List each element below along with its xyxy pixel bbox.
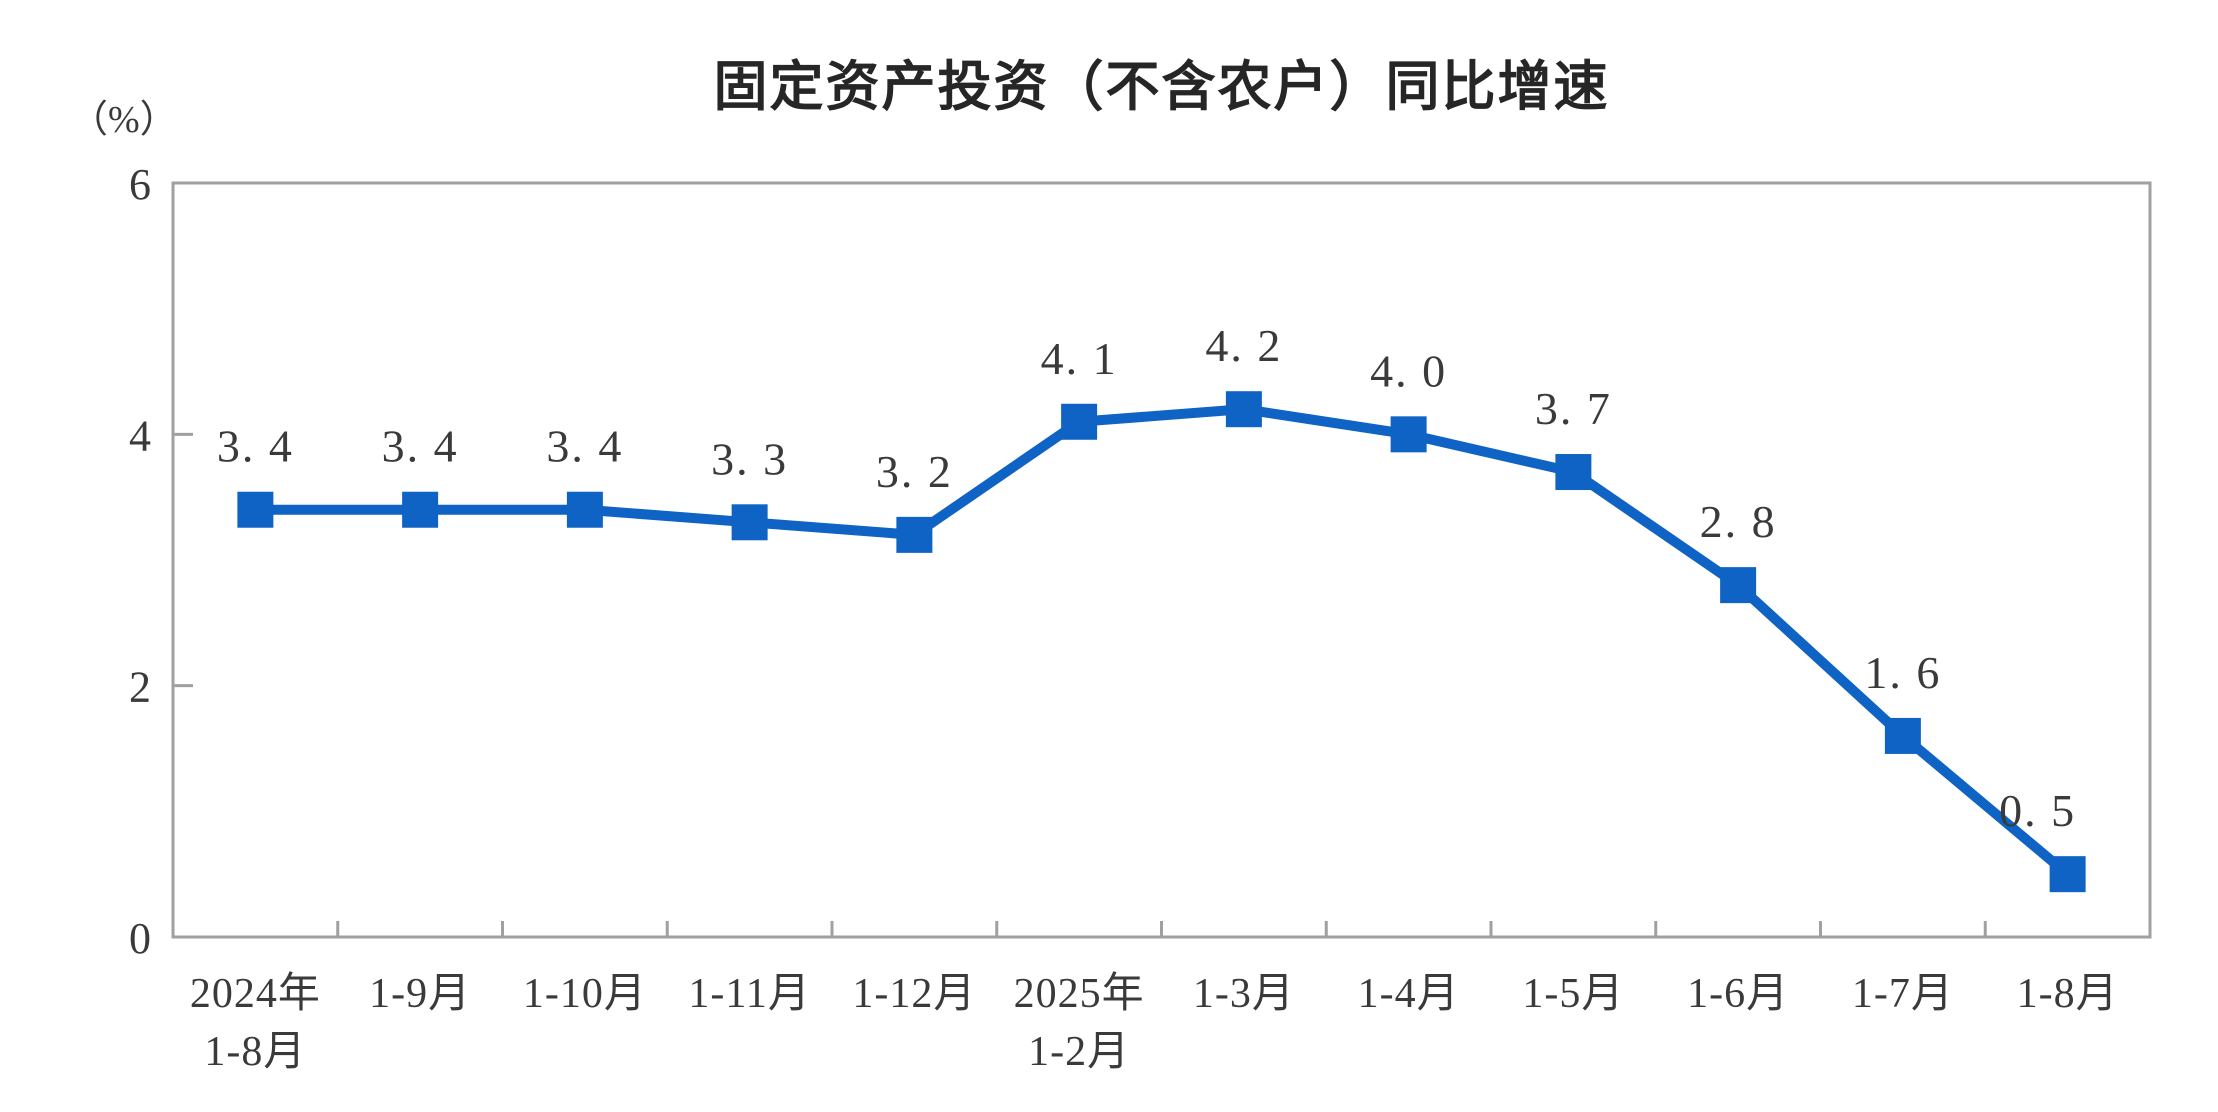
data-value-label: 3. 4 bbox=[546, 421, 623, 472]
data-value-label: 4. 1 bbox=[1041, 333, 1118, 384]
data-point-marker bbox=[1555, 454, 1592, 491]
data-point-marker bbox=[1720, 567, 1757, 604]
data-point-marker bbox=[1225, 391, 1262, 428]
x-category-label: 1-8月 bbox=[2017, 971, 2119, 1017]
data-value-label: 1. 6 bbox=[1864, 647, 1941, 698]
x-category-label-line: 1-2月 bbox=[1028, 1029, 1130, 1075]
data-value-label: 3. 2 bbox=[876, 446, 953, 497]
data-value-label: 4. 0 bbox=[1370, 345, 1447, 396]
data-point-marker bbox=[1390, 416, 1427, 453]
x-category-label: 1-10月 bbox=[523, 971, 647, 1017]
x-category-label-line: 1-9月 bbox=[369, 971, 471, 1017]
data-point-marker bbox=[237, 491, 274, 528]
data-value-label: 3. 3 bbox=[711, 433, 788, 484]
x-category-label: 1-6月 bbox=[1687, 971, 1789, 1017]
x-category-label: 2024年 1-8月 bbox=[190, 970, 321, 1075]
data-value-label: 3. 4 bbox=[382, 421, 459, 472]
x-category-label: 1-9月 bbox=[369, 971, 471, 1017]
plot-border bbox=[171, 181, 2152, 939]
x-category-label-line: 1-7月 bbox=[1852, 971, 1954, 1017]
x-category-label-line: 1-4月 bbox=[1358, 971, 1460, 1017]
data-value-label: 3. 4 bbox=[217, 421, 294, 472]
x-category-label: 1-5月 bbox=[1522, 971, 1624, 1017]
y-axis-unit-label: （%） bbox=[70, 99, 178, 141]
x-category-label: 1-11月 bbox=[688, 971, 810, 1017]
x-category-label: 2025年 1-2月 bbox=[1014, 970, 1145, 1075]
series-line bbox=[255, 404, 2071, 878]
data-point-marker bbox=[566, 491, 603, 528]
x-category-label: 1-12月 bbox=[852, 971, 976, 1017]
x-category-label-line: 1-10月 bbox=[523, 971, 647, 1017]
x-category-label: 1-4月 bbox=[1358, 971, 1460, 1017]
data-value-label: 0. 5 bbox=[1999, 785, 2076, 836]
x-category-label-line: 2025年 bbox=[1014, 970, 1145, 1017]
data-point-marker bbox=[896, 516, 933, 553]
x-category-label-line: 1-8月 bbox=[204, 1029, 306, 1075]
data-point-marker bbox=[402, 491, 439, 528]
x-category-label-line: 1-12月 bbox=[852, 971, 976, 1017]
data-value-label: 3. 7 bbox=[1535, 383, 1612, 434]
x-category-label-line: 1-8月 bbox=[2017, 971, 2119, 1017]
data-value-label: 2. 8 bbox=[1700, 496, 1777, 547]
data-point-marker bbox=[2049, 856, 2086, 893]
y-tick-label: 6 bbox=[129, 160, 151, 209]
x-category-label-line: 1-3月 bbox=[1193, 971, 1295, 1017]
x-category-label-line: 1-6月 bbox=[1687, 971, 1789, 1017]
y-tick-label: 4 bbox=[129, 411, 151, 460]
x-category-label-line: 2024年 bbox=[190, 970, 321, 1017]
x-category-label: 1-7月 bbox=[1852, 971, 1954, 1017]
y-tick-label: 2 bbox=[129, 663, 151, 712]
data-point-marker bbox=[731, 504, 768, 541]
data-value-label: 4. 2 bbox=[1205, 320, 1282, 371]
chart-title: 固定资产投资（不含农户）同比增速 bbox=[713, 57, 1610, 117]
x-category-label: 1-3月 bbox=[1193, 971, 1295, 1017]
data-point-marker bbox=[1061, 403, 1098, 440]
x-category-label-line: 1-11月 bbox=[688, 971, 810, 1017]
x-category-label-line: 1-5月 bbox=[1522, 971, 1624, 1017]
y-tick-label: 0 bbox=[129, 914, 151, 963]
data-point-marker bbox=[1884, 717, 1921, 754]
